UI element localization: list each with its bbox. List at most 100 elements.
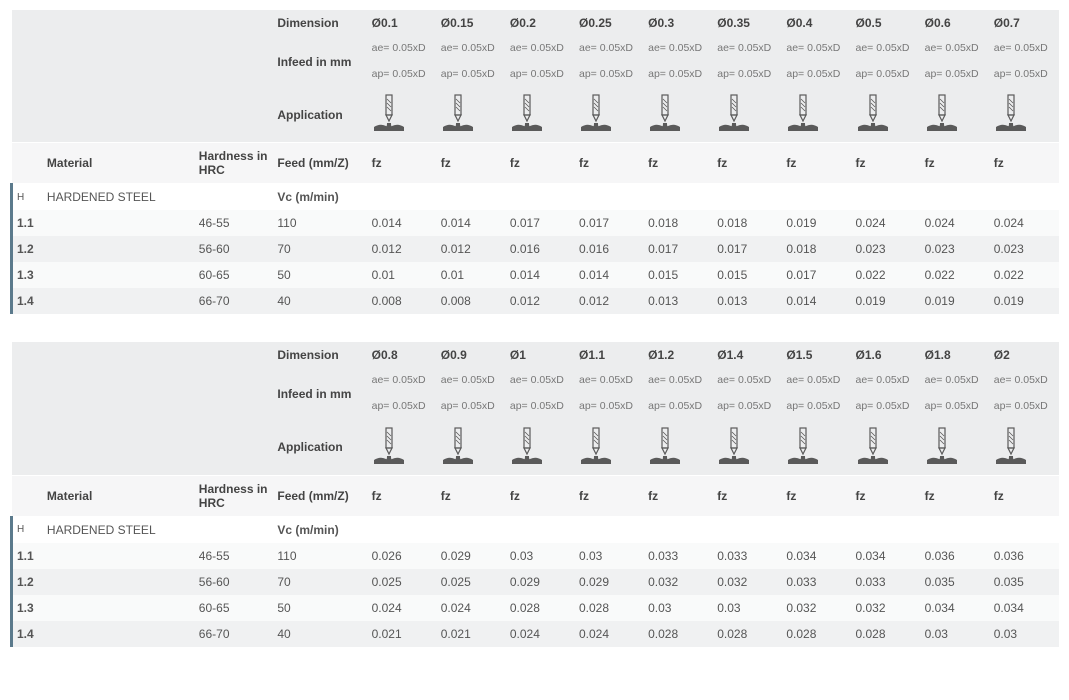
fz-label: fz	[713, 475, 782, 516]
feed-value: 0.029	[575, 569, 644, 595]
application-icon-cell	[644, 87, 713, 143]
application-icon	[786, 93, 820, 133]
ae-value: ae= 0.05xD	[575, 368, 644, 394]
hardness-value: 46-55	[195, 210, 274, 236]
vc-label: Vc (m/min)	[273, 516, 367, 543]
feed-value: 0.018	[713, 210, 782, 236]
feed-value: 0.017	[782, 262, 851, 288]
feed-value: 0.028	[713, 621, 782, 647]
application-icon	[925, 93, 959, 133]
fz-label: fz	[644, 475, 713, 516]
ap-value: ap= 0.05xD	[437, 394, 506, 420]
feed-value: 0.033	[782, 569, 851, 595]
dimension-header: Ø1.8	[921, 342, 990, 368]
application-icon	[372, 93, 406, 133]
dimension-header: Ø0.4	[782, 10, 851, 36]
data-row: 1.1 46-55 110 0.0140.0140.0170.0170.0180…	[12, 210, 1060, 236]
application-icon	[717, 93, 751, 133]
section-letter: H	[12, 184, 43, 211]
row-code: 1.4	[12, 621, 43, 647]
feed-value: 0.014	[437, 210, 506, 236]
fz-label: fz	[506, 143, 575, 184]
hardness-value: 56-60	[195, 569, 274, 595]
hardness-value: 56-60	[195, 236, 274, 262]
feed-value: 0.024	[990, 210, 1059, 236]
feed-value: 0.03	[713, 595, 782, 621]
feed-value: 0.028	[782, 621, 851, 647]
fz-label: fz	[990, 475, 1059, 516]
row-code: 1.3	[12, 262, 43, 288]
feed-value: 0.026	[368, 543, 437, 569]
feed-value: 0.029	[437, 543, 506, 569]
data-row: 1.4 66-70 40 0.0080.0080.0120.0120.0130.…	[12, 288, 1060, 314]
ae-value: ae= 0.05xD	[713, 36, 782, 62]
feed-header-row: Material Hardness in HRC Feed (mm/Z) fzf…	[12, 475, 1060, 516]
row-code: 1.1	[12, 543, 43, 569]
application-icon	[510, 426, 544, 466]
dimension-header: Ø1.5	[782, 342, 851, 368]
fz-label: fz	[368, 143, 437, 184]
ae-value: ae= 0.05xD	[921, 36, 990, 62]
material-cell	[43, 262, 195, 288]
infeed-ap-row: ap= 0.05xDap= 0.05xDap= 0.05xDap= 0.05xD…	[12, 394, 1060, 420]
feed-value: 0.019	[782, 210, 851, 236]
feed-label: Feed (mm/Z)	[273, 475, 367, 516]
feed-value: 0.017	[644, 236, 713, 262]
ap-value: ap= 0.05xD	[852, 394, 921, 420]
application-icon-cell	[782, 87, 851, 143]
feed-value: 0.028	[506, 595, 575, 621]
vc-value: 50	[273, 262, 367, 288]
feed-value: 0.025	[368, 569, 437, 595]
feed-value: 0.013	[713, 288, 782, 314]
application-icon	[648, 93, 682, 133]
ae-value: ae= 0.05xD	[368, 368, 437, 394]
fz-label: fz	[990, 143, 1059, 184]
material-label: Material	[43, 475, 195, 516]
infeed-label: Infeed in mm	[273, 368, 367, 419]
feed-value: 0.016	[506, 236, 575, 262]
application-row: Application	[12, 420, 1060, 476]
vc-label: Vc (m/min)	[273, 184, 367, 211]
ap-value: ap= 0.05xD	[921, 394, 990, 420]
ae-value: ae= 0.05xD	[437, 368, 506, 394]
feed-value: 0.015	[713, 262, 782, 288]
data-row: 1.3 60-65 50 0.010.010.0140.0140.0150.01…	[12, 262, 1060, 288]
ap-value: ap= 0.05xD	[368, 62, 437, 88]
material-cell	[43, 595, 195, 621]
dimension-header: Ø0.2	[506, 10, 575, 36]
feed-value: 0.025	[437, 569, 506, 595]
feed-value: 0.023	[921, 236, 990, 262]
dimension-label: Dimension	[273, 342, 367, 368]
hardness-value: 66-70	[195, 288, 274, 314]
cutting-data-document: Dimension Ø0.1Ø0.15Ø0.2Ø0.25Ø0.3Ø0.35Ø0.…	[10, 10, 1059, 647]
fz-label: fz	[713, 143, 782, 184]
application-icon-cell	[368, 87, 437, 143]
dimension-header: Ø0.35	[713, 10, 782, 36]
feed-value: 0.016	[575, 236, 644, 262]
fz-label: fz	[921, 143, 990, 184]
feed-value: 0.015	[644, 262, 713, 288]
feed-value: 0.022	[921, 262, 990, 288]
feed-value: 0.014	[575, 262, 644, 288]
hardness-label: Hardness in HRC	[195, 143, 274, 184]
feed-value: 0.029	[506, 569, 575, 595]
feed-value: 0.032	[782, 595, 851, 621]
cutting-data-table: Dimension Ø0.8Ø0.9Ø1Ø1.1Ø1.2Ø1.4Ø1.5Ø1.6…	[10, 342, 1059, 646]
feed-value: 0.018	[644, 210, 713, 236]
feed-value: 0.03	[990, 621, 1059, 647]
vc-value: 70	[273, 569, 367, 595]
fz-label: fz	[506, 475, 575, 516]
feed-value: 0.017	[575, 210, 644, 236]
row-code: 1.2	[12, 569, 43, 595]
feed-value: 0.028	[644, 621, 713, 647]
ae-value: ae= 0.05xD	[852, 36, 921, 62]
feed-value: 0.033	[852, 569, 921, 595]
ap-value: ap= 0.05xD	[852, 62, 921, 88]
feed-value: 0.024	[368, 595, 437, 621]
data-row: 1.4 66-70 40 0.0210.0210.0240.0240.0280.…	[12, 621, 1060, 647]
dimension-header: Ø2	[990, 342, 1059, 368]
feed-value: 0.014	[368, 210, 437, 236]
feed-value: 0.024	[575, 621, 644, 647]
hardness-value: 66-70	[195, 621, 274, 647]
application-label: Application	[273, 87, 367, 143]
